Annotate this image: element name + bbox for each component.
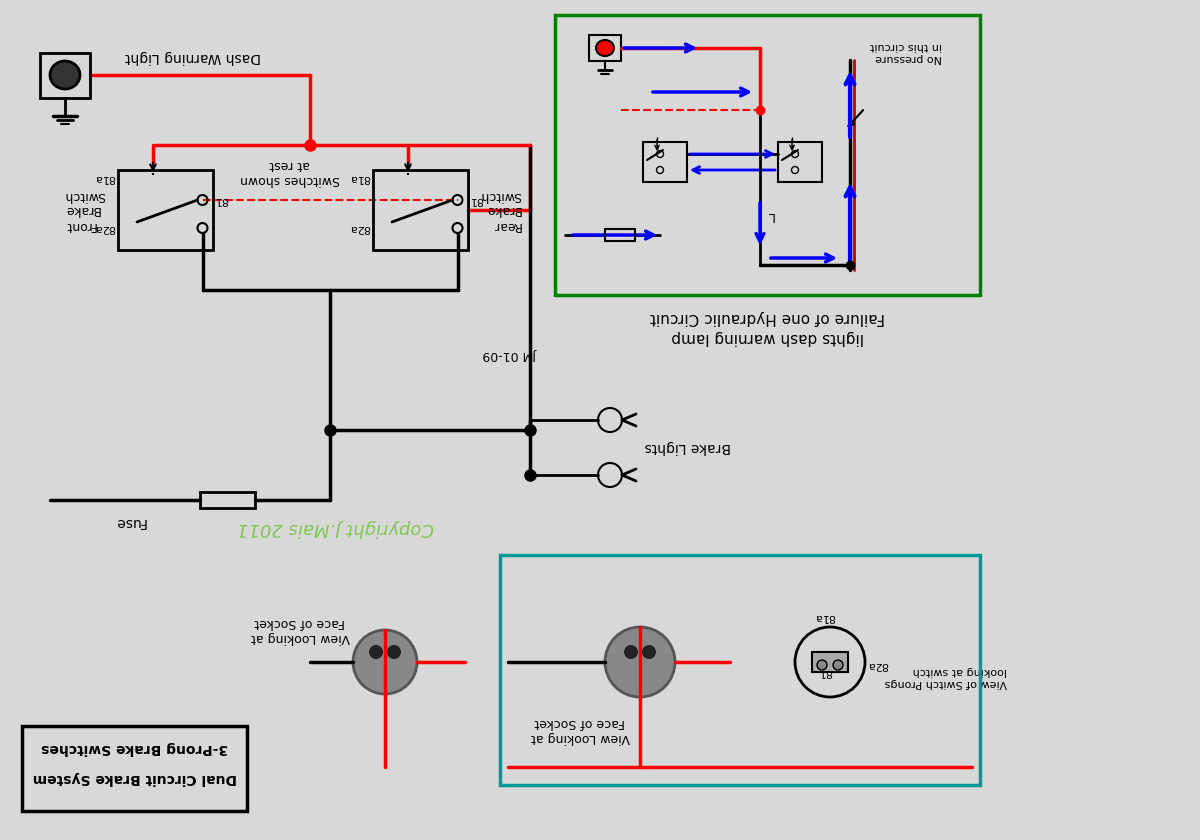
Text: Switches shown
at rest: Switches shown at rest: [240, 158, 340, 186]
Bar: [372, 170, 468, 250]
Bar: [500, 555, 980, 785]
Text: 3-Prong Brake Switches: 3-Prong Brake Switches: [41, 741, 228, 755]
Text: L: L: [767, 208, 774, 222]
Bar: [556, 15, 980, 295]
Circle shape: [386, 645, 401, 659]
Bar: [40, 52, 90, 97]
Text: Front
Brake
Switch: Front Brake Switch: [64, 188, 106, 232]
Text: Failure of one Hydraulic Circuit: Failure of one Hydraulic Circuit: [650, 309, 886, 324]
Text: Dual Circuit Brake System: Dual Circuit Brake System: [32, 771, 236, 785]
Circle shape: [370, 645, 383, 659]
Bar: [778, 142, 822, 182]
Ellipse shape: [50, 61, 80, 89]
Text: View Looking at
Face of Socket: View Looking at Face of Socket: [530, 716, 630, 744]
Text: Dash Warning Light: Dash Warning Light: [125, 50, 262, 64]
Circle shape: [624, 645, 638, 659]
Bar: [643, 142, 688, 182]
Text: 81a: 81a: [815, 612, 835, 622]
Bar: [118, 170, 212, 250]
Text: 81a: 81a: [349, 173, 371, 183]
Text: No pressure
in this circuit: No pressure in this circuit: [870, 41, 942, 63]
Circle shape: [605, 627, 676, 697]
Text: lights dash warning lamp: lights dash warning lamp: [671, 329, 864, 344]
Text: JM 01-09: JM 01-09: [482, 349, 538, 361]
Text: View Looking at
Face of Socket: View Looking at Face of Socket: [251, 616, 349, 644]
Ellipse shape: [596, 40, 614, 56]
Text: 81a: 81a: [95, 173, 115, 183]
Circle shape: [353, 630, 418, 694]
Text: Fuse: Fuse: [114, 515, 146, 529]
Text: 81: 81: [818, 667, 832, 677]
Text: 81: 81: [469, 195, 484, 205]
Text: 82a: 82a: [95, 223, 115, 233]
Bar: [200, 492, 256, 508]
Bar: [589, 35, 622, 61]
Bar: [22, 726, 247, 811]
Circle shape: [642, 645, 656, 659]
Text: Brake Lights: Brake Lights: [646, 440, 731, 454]
Circle shape: [833, 660, 844, 670]
Text: 82a: 82a: [868, 660, 888, 670]
Text: 82a: 82a: [349, 223, 371, 233]
Text: 81: 81: [215, 195, 229, 205]
Bar: [812, 652, 848, 672]
Bar: [605, 229, 635, 241]
Text: Copyright J.Mais 2011: Copyright J.Mais 2011: [236, 519, 433, 537]
Circle shape: [817, 660, 827, 670]
Text: Rear
Brake
Switch: Rear Brake Switch: [480, 188, 521, 232]
Text: View of Switch Prongs
looking at switch: View of Switch Prongs looking at switch: [886, 666, 1007, 688]
